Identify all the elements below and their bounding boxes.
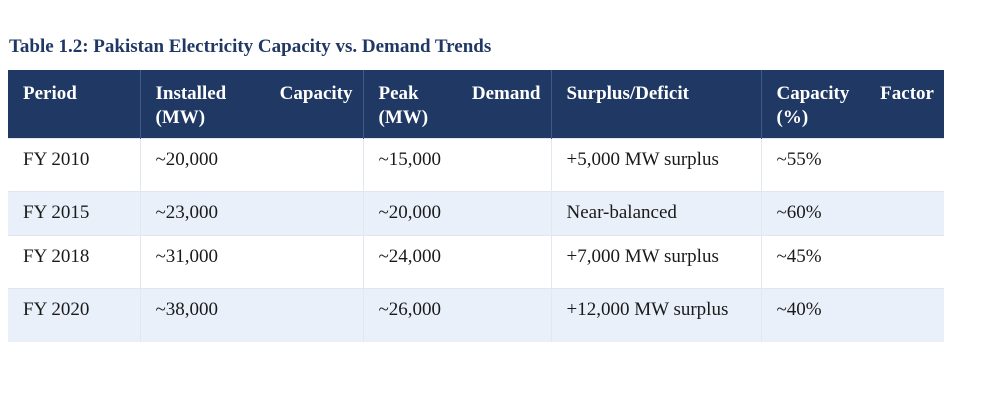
table-row: FY 2015 ~23,000 ~20,000 Near-balanced ~6…: [8, 191, 944, 236]
cell-installed-capacity: ~31,000: [139, 235, 363, 289]
table-row: FY 2018 ~31,000 ~24,000 +7,000 MW surplu…: [8, 235, 944, 289]
cell-surplus-deficit: Near-balanced: [550, 191, 761, 236]
column-header-period: Period: [8, 70, 140, 139]
cell-peak-demand: ~20,000: [362, 191, 551, 236]
column-header-surplus-deficit: Surplus/Deficit: [550, 70, 761, 139]
cell-peak-demand: ~15,000: [362, 138, 551, 192]
column-header-peak-demand: Peak Demand (MW): [362, 70, 551, 139]
table-caption: Table 1.2: Pakistan Electricity Capacity…: [9, 36, 492, 57]
cell-capacity-factor: ~45%: [760, 235, 944, 289]
cell-installed-capacity: ~23,000: [139, 191, 363, 236]
table-row: FY 2020 ~38,000 ~26,000 +12,000 MW surpl…: [8, 288, 944, 342]
cell-period: FY 2010: [8, 138, 140, 192]
cell-surplus-deficit: +7,000 MW surplus: [550, 235, 761, 289]
header-row: Period Installed Capacity (MW) Peak Dema…: [8, 70, 944, 139]
cell-installed-capacity: ~38,000: [139, 288, 363, 342]
cell-peak-demand: ~26,000: [362, 288, 551, 342]
cell-period: FY 2018: [8, 235, 140, 289]
cell-period: FY 2015: [8, 191, 140, 236]
cell-capacity-factor: ~60%: [760, 191, 944, 236]
column-header-installed-capacity: Installed Capacity (MW): [139, 70, 363, 139]
cell-installed-capacity: ~20,000: [139, 138, 363, 192]
cell-surplus-deficit: +12,000 MW surplus: [550, 288, 761, 342]
cell-capacity-factor: ~40%: [760, 288, 944, 342]
cell-surplus-deficit: +5,000 MW surplus: [550, 138, 761, 192]
column-header-capacity-factor: Capacity Factor (%): [760, 70, 944, 139]
capacity-demand-table: Period Installed Capacity (MW) Peak Dema…: [8, 70, 944, 342]
cell-period: FY 2020: [8, 288, 140, 342]
table-row: FY 2010 ~20,000 ~15,000 +5,000 MW surplu…: [8, 138, 944, 192]
cell-peak-demand: ~24,000: [362, 235, 551, 289]
cell-capacity-factor: ~55%: [760, 138, 944, 192]
